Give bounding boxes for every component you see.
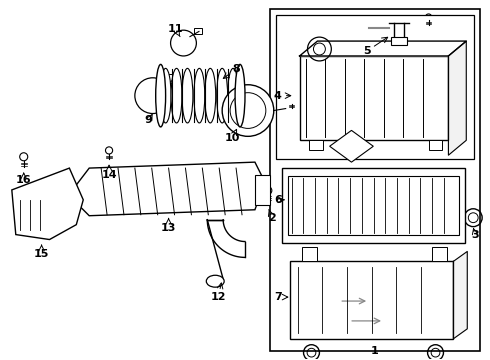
Bar <box>432 247 447 261</box>
Text: 16: 16 <box>16 175 31 185</box>
Text: 5: 5 <box>363 46 371 56</box>
Text: 1: 1 <box>371 346 379 356</box>
Text: 3: 3 <box>471 230 479 239</box>
Bar <box>288 176 459 235</box>
Ellipse shape <box>160 68 171 123</box>
Bar <box>429 140 442 150</box>
Bar <box>310 140 323 150</box>
Bar <box>270 9 480 351</box>
Ellipse shape <box>156 64 166 127</box>
Polygon shape <box>453 251 467 339</box>
Text: 6: 6 <box>274 195 282 205</box>
Bar <box>195 28 202 34</box>
Text: 4: 4 <box>274 91 282 101</box>
Polygon shape <box>74 162 265 216</box>
Ellipse shape <box>171 68 182 123</box>
Circle shape <box>222 85 274 136</box>
Ellipse shape <box>217 68 228 123</box>
Bar <box>299 56 448 140</box>
Polygon shape <box>330 130 373 162</box>
Text: 14: 14 <box>101 170 117 180</box>
Text: 7: 7 <box>274 292 282 302</box>
Bar <box>255 175 270 205</box>
Bar <box>168 74 179 83</box>
Bar <box>290 261 453 339</box>
Bar <box>301 247 318 261</box>
Ellipse shape <box>206 275 224 287</box>
Ellipse shape <box>182 68 193 123</box>
Circle shape <box>230 93 266 129</box>
Ellipse shape <box>235 64 245 127</box>
Polygon shape <box>12 168 83 239</box>
Text: 2: 2 <box>268 213 276 223</box>
Polygon shape <box>448 41 466 155</box>
Text: 9: 9 <box>145 116 153 126</box>
Text: 13: 13 <box>161 222 176 233</box>
Text: 15: 15 <box>34 249 49 260</box>
Ellipse shape <box>205 68 216 123</box>
Bar <box>282 168 466 243</box>
Ellipse shape <box>228 68 239 123</box>
Text: 12: 12 <box>211 292 226 302</box>
Bar <box>391 37 407 45</box>
Ellipse shape <box>194 68 205 123</box>
Text: 10: 10 <box>224 133 240 143</box>
Polygon shape <box>299 41 466 56</box>
Text: 11: 11 <box>168 24 183 34</box>
Bar <box>276 15 474 159</box>
Text: 8: 8 <box>232 64 240 74</box>
